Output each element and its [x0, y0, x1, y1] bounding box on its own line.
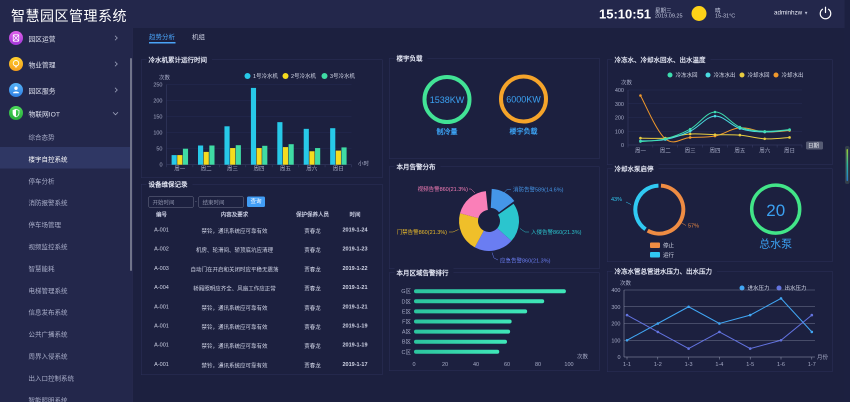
svg-text:运行: 运行	[663, 251, 675, 259]
svg-text:周六: 周六	[759, 147, 771, 155]
svg-text:周五: 周五	[280, 166, 292, 173]
svg-text:月份: 月份	[817, 353, 829, 361]
svg-text:冷却水出: 冷却水出	[782, 71, 804, 79]
svg-text:周五: 周五	[734, 148, 746, 155]
svg-text:1-5: 1-5	[746, 362, 754, 368]
svg-text:0: 0	[617, 355, 620, 361]
svg-text:应急告警860(21.3%): 应急告警860(21.3%)	[500, 257, 551, 265]
svg-text:100: 100	[611, 338, 620, 344]
svg-text:60: 60	[504, 362, 510, 368]
svg-text:400: 400	[611, 288, 620, 294]
svg-text:次数: 次数	[159, 74, 171, 82]
svg-text:100: 100	[153, 131, 162, 137]
svg-text:周日: 周日	[333, 166, 344, 173]
svg-text:视频告警860(21.3%): 视频告警860(21.3%)	[418, 185, 469, 193]
svg-text:C区: C区	[402, 349, 412, 356]
svg-text:2号冷水机: 2号冷水机	[291, 72, 317, 80]
svg-text:20: 20	[442, 362, 448, 368]
svg-text:周二: 周二	[201, 166, 213, 173]
svg-text:20: 20	[766, 201, 785, 220]
svg-text:周一: 周一	[174, 166, 186, 173]
svg-text:200: 200	[153, 99, 162, 105]
svg-text:楼宇负载: 楼宇负载	[510, 127, 538, 136]
svg-text:门禁告警860(21.3%): 门禁告警860(21.3%)	[397, 228, 448, 236]
svg-text:停止: 停止	[663, 242, 675, 250]
svg-text:周日: 周日	[784, 148, 795, 155]
svg-text:周一: 周一	[635, 148, 647, 155]
svg-text:周四: 周四	[709, 148, 720, 155]
svg-text:0: 0	[412, 362, 415, 368]
svg-text:周二: 周二	[660, 148, 672, 155]
svg-text:1-4: 1-4	[715, 362, 723, 368]
svg-text:50: 50	[156, 147, 162, 153]
svg-text:冷却水回: 冷却水回	[748, 71, 771, 79]
svg-text:G区: G区	[401, 288, 411, 295]
svg-text:1-3: 1-3	[685, 362, 693, 368]
svg-text:1538KW: 1538KW	[430, 95, 465, 105]
svg-text:出水压力: 出水压力	[785, 284, 807, 292]
svg-text:1-6: 1-6	[777, 362, 785, 368]
svg-text:0: 0	[621, 143, 624, 149]
svg-text:100: 100	[564, 362, 573, 368]
svg-text:40: 40	[473, 362, 479, 368]
svg-text:150: 150	[153, 115, 162, 121]
svg-text:小时: 小时	[358, 160, 370, 168]
svg-text:冷冻水回: 冷冻水回	[676, 71, 699, 79]
svg-text:总水泵: 总水泵	[759, 237, 792, 251]
svg-text:0: 0	[159, 163, 162, 169]
svg-text:制冷量: 制冷量	[437, 127, 458, 136]
svg-text:80: 80	[535, 362, 541, 368]
svg-text:1-7: 1-7	[808, 362, 816, 368]
svg-text:B区: B区	[402, 339, 412, 346]
svg-text:次数: 次数	[620, 279, 632, 287]
svg-text:日期: 日期	[808, 143, 820, 150]
svg-text:300: 300	[611, 305, 620, 311]
svg-text:200: 200	[611, 322, 620, 328]
svg-text:250: 250	[153, 83, 162, 89]
svg-text:周六: 周六	[306, 165, 318, 173]
svg-text:1号冷水机: 1号冷水机	[253, 72, 279, 80]
svg-text:E区: E区	[402, 308, 412, 315]
svg-text:1-1: 1-1	[623, 362, 631, 368]
svg-text:次数: 次数	[621, 79, 633, 87]
svg-text:消防告警589(14.6%): 消防告警589(14.6%)	[513, 186, 564, 194]
svg-text:周四: 周四	[253, 166, 264, 173]
svg-text:3号冷水机: 3号冷水机	[330, 72, 356, 80]
svg-text:100: 100	[615, 129, 624, 135]
svg-text:周三: 周三	[685, 148, 697, 155]
svg-text:A区: A区	[402, 329, 412, 336]
svg-text:6000KW: 6000KW	[506, 95, 541, 105]
svg-text:入侵告警860(21.3%): 入侵告警860(21.3%)	[531, 228, 582, 236]
svg-text:400: 400	[615, 88, 624, 94]
svg-text:周三: 周三	[227, 166, 239, 173]
svg-text:43%: 43%	[611, 197, 622, 203]
svg-text:进水压力: 进水压力	[748, 284, 770, 292]
svg-text:57%: 57%	[688, 224, 699, 230]
svg-text:D区: D区	[402, 298, 412, 305]
svg-text:200: 200	[615, 116, 624, 122]
svg-text:1-2: 1-2	[654, 362, 662, 368]
svg-text:300: 300	[615, 102, 624, 108]
svg-text:冷冻水出: 冷冻水出	[714, 71, 736, 79]
svg-text:次数: 次数	[577, 353, 589, 361]
svg-text:F区: F区	[402, 319, 411, 326]
